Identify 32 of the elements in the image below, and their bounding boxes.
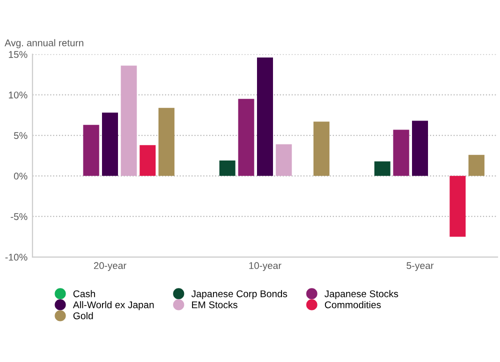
legend-label: Commodities xyxy=(324,301,381,308)
y-tick-label: 10% xyxy=(8,92,28,98)
bar xyxy=(393,130,410,176)
bar xyxy=(140,145,156,176)
bar xyxy=(102,112,118,176)
legend-label: Cash xyxy=(73,290,95,298)
bar xyxy=(276,144,292,176)
bar xyxy=(158,108,174,176)
bar xyxy=(257,58,273,176)
y-tick-label: 5% xyxy=(14,132,28,140)
legend-label: All-World ex Japan xyxy=(72,301,154,310)
y-tick-label: -10% xyxy=(5,254,28,261)
legend-label: Gold xyxy=(73,312,93,320)
x-tick-label: 5-year xyxy=(406,262,434,271)
bar xyxy=(219,160,236,176)
y-tick-label: 15% xyxy=(8,51,28,58)
y-tick-label: 0% xyxy=(14,172,28,180)
legend-label: Japanese Stocks xyxy=(324,290,398,300)
legend-label: EM Stocks xyxy=(192,301,238,308)
bar xyxy=(83,124,100,176)
bar xyxy=(313,122,330,176)
legend-label: Japanese Corp Bonds xyxy=(191,290,288,300)
y-axis-title: Avg. annual return xyxy=(4,39,84,48)
x-tick-label: 10-year xyxy=(249,262,282,271)
x-tick-label: 20-year xyxy=(94,262,126,271)
bar xyxy=(450,176,466,237)
y-tick-label: -5% xyxy=(10,213,28,220)
bar xyxy=(412,120,428,176)
bar xyxy=(374,161,390,176)
bar xyxy=(238,98,254,176)
bar xyxy=(120,66,137,176)
bar xyxy=(468,154,484,176)
